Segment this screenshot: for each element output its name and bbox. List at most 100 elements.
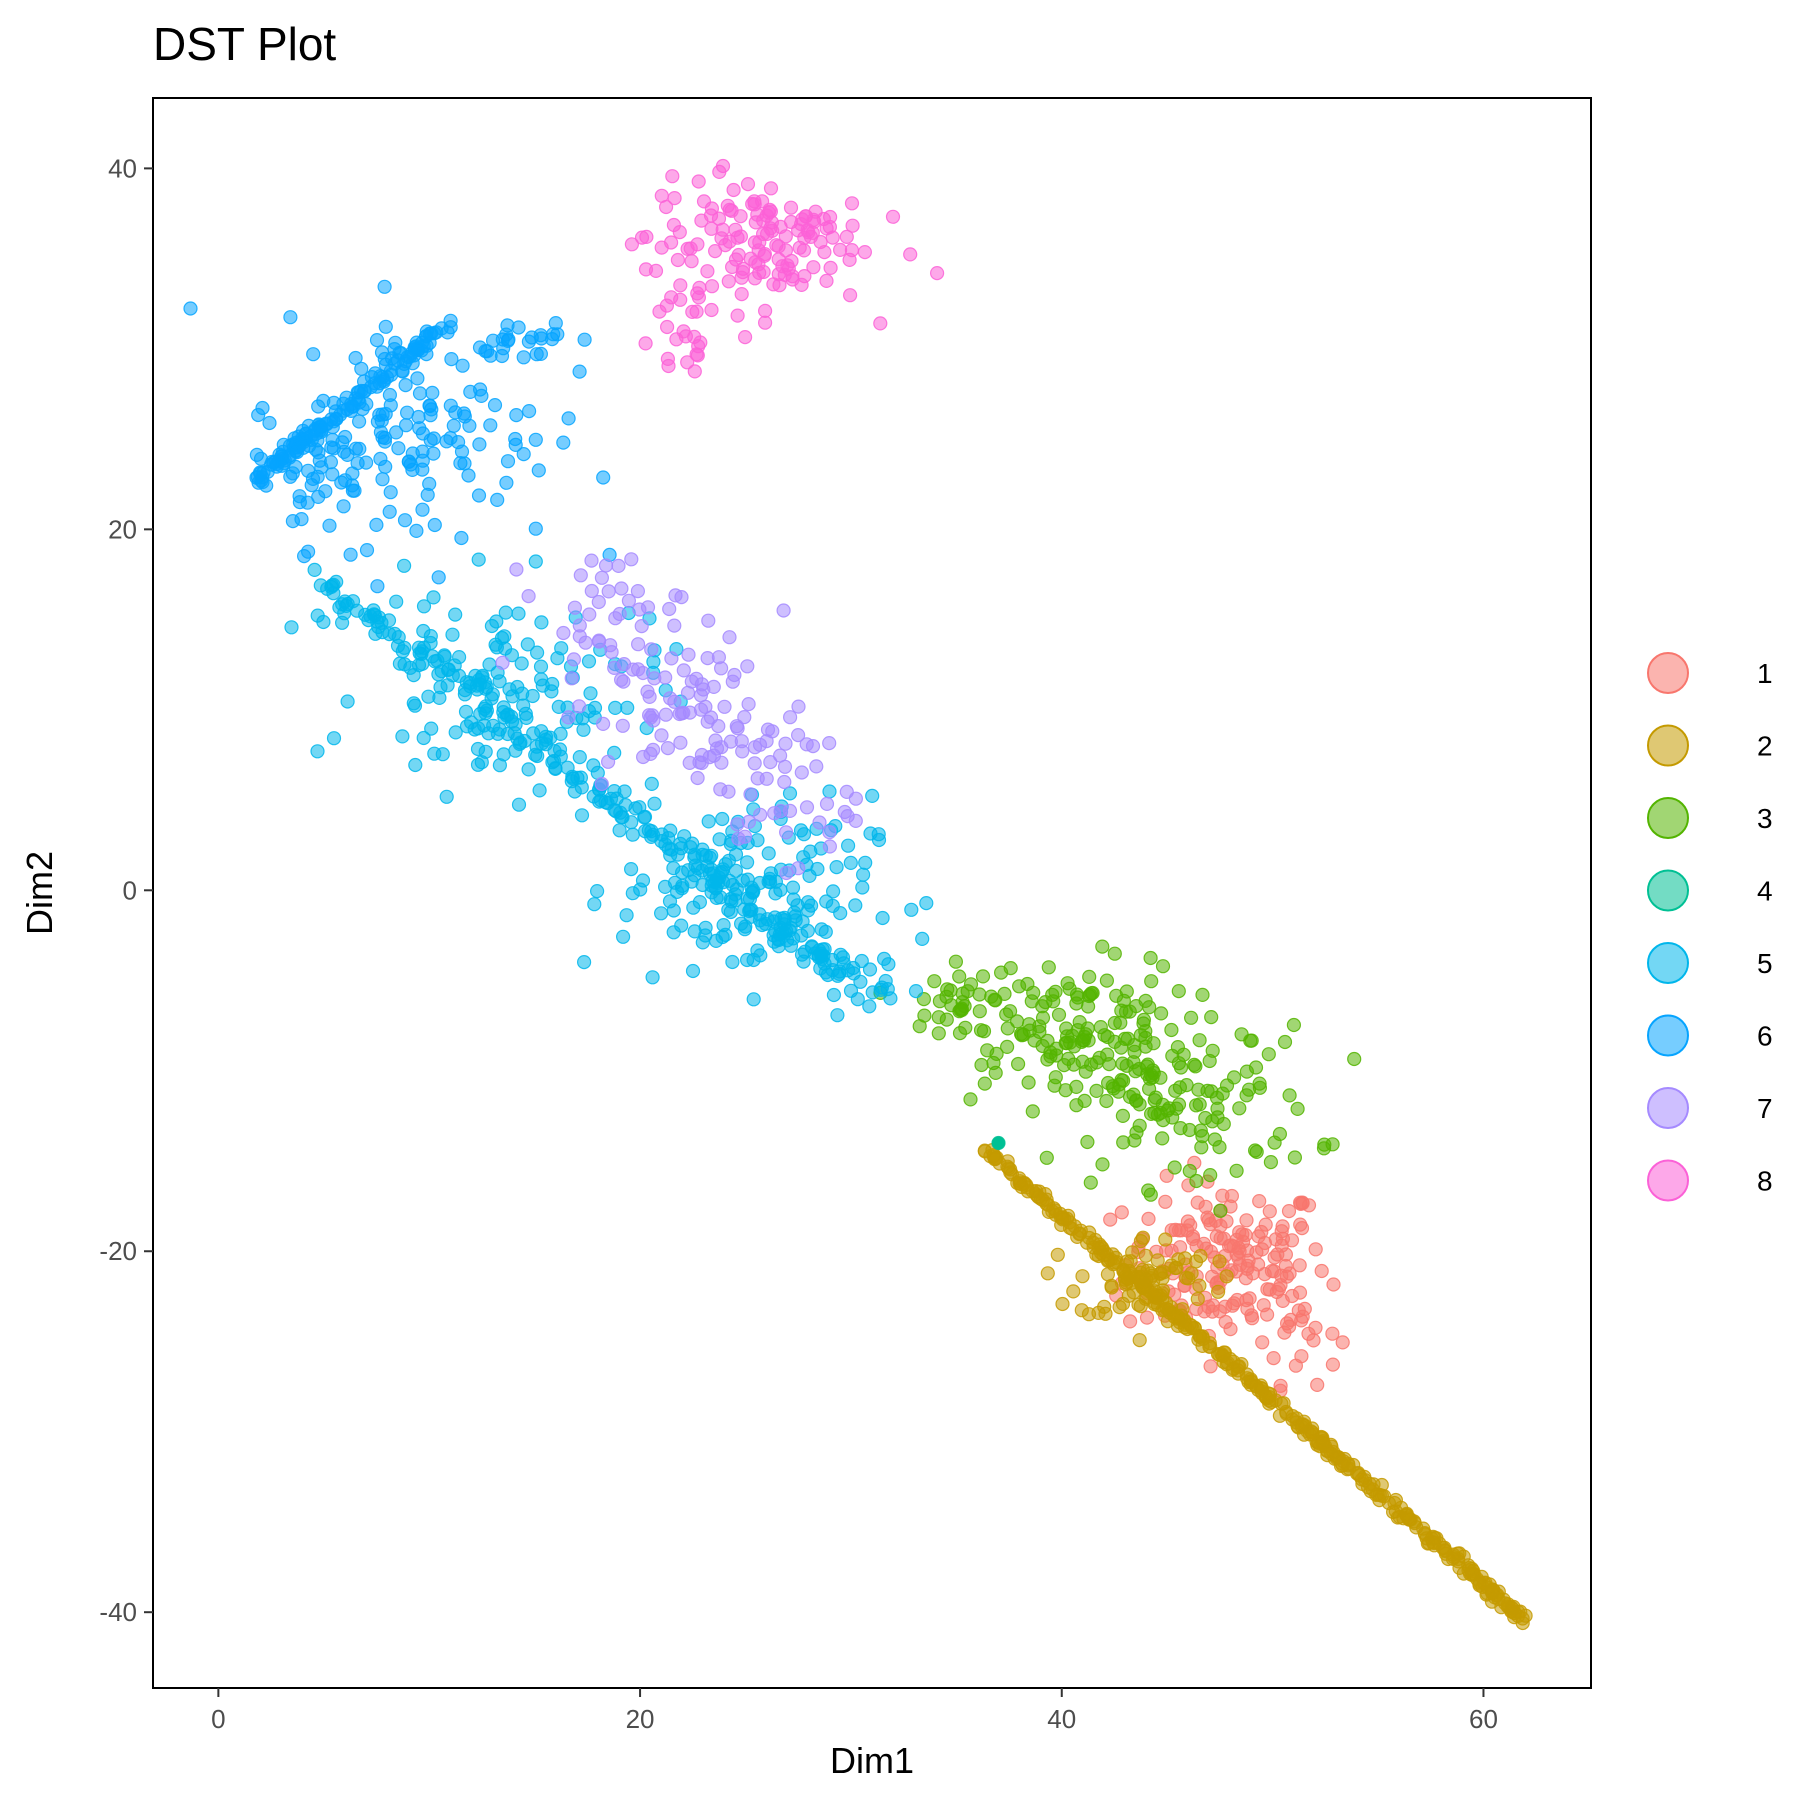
data-point — [1257, 1235, 1273, 1251]
data-point — [1171, 983, 1186, 999]
data-point — [586, 758, 601, 773]
data-point — [324, 440, 339, 455]
data-point — [842, 288, 858, 303]
data-point — [638, 336, 653, 351]
data-point — [498, 605, 513, 620]
legend-label: 6 — [1757, 1021, 1773, 1052]
data-point — [1335, 1335, 1350, 1350]
data-point — [624, 815, 639, 830]
data-point — [301, 544, 316, 559]
data-point — [1111, 1084, 1126, 1099]
data-point — [607, 783, 622, 799]
data-point — [576, 954, 592, 970]
data-point — [952, 969, 967, 984]
data-point — [1012, 1171, 1027, 1186]
data-point — [490, 492, 505, 507]
data-point — [615, 929, 631, 944]
data-point — [844, 243, 860, 258]
data-point — [414, 646, 429, 662]
data-point — [373, 451, 388, 466]
data-point — [822, 825, 837, 840]
y-tick-label: -20 — [99, 1236, 137, 1266]
data-point — [1195, 987, 1210, 1003]
data-point — [1146, 1065, 1161, 1081]
data-point — [294, 511, 309, 527]
data-point — [496, 341, 511, 356]
data-point — [581, 654, 597, 669]
data-point — [704, 279, 720, 294]
data-point — [701, 814, 716, 829]
data-point — [1504, 1604, 1519, 1619]
data-point — [619, 908, 634, 923]
data-point — [1122, 1314, 1138, 1329]
data-point — [999, 1039, 1015, 1055]
data-point — [702, 749, 717, 765]
data-point — [1038, 994, 1053, 1010]
data-point — [1112, 1299, 1127, 1315]
data-point — [612, 823, 627, 838]
data-point — [1215, 1188, 1230, 1203]
data-point — [689, 304, 704, 319]
data-point — [1341, 1458, 1356, 1473]
legend-item-4: 4 — [1647, 869, 1773, 912]
data-point — [822, 784, 837, 799]
data-point — [840, 808, 855, 824]
data-point — [740, 659, 755, 674]
data-point — [734, 270, 749, 285]
data-point — [457, 687, 472, 702]
data-point — [1212, 1254, 1227, 1269]
data-point — [794, 765, 809, 780]
data-point — [696, 194, 712, 209]
data-point — [492, 758, 507, 773]
data-point — [1055, 1296, 1070, 1312]
data-point — [566, 652, 582, 667]
data-point — [594, 776, 609, 792]
data-point — [708, 933, 724, 949]
series-3-points — [873, 939, 1362, 1218]
data-point — [667, 191, 682, 206]
data-point — [691, 174, 706, 189]
data-point — [471, 488, 487, 503]
data-point — [632, 800, 647, 815]
data-point — [1114, 1003, 1129, 1018]
data-point — [439, 434, 454, 449]
data-point — [600, 754, 616, 769]
data-point — [632, 602, 647, 617]
data-point — [881, 957, 896, 972]
data-point — [516, 447, 531, 462]
data-point — [795, 914, 810, 929]
data-point — [296, 440, 311, 455]
data-point — [1226, 1361, 1241, 1376]
data-point — [423, 635, 438, 651]
data-point — [1100, 1267, 1116, 1282]
data-point — [700, 714, 715, 729]
data-point — [857, 245, 873, 260]
data-point — [548, 760, 563, 776]
data-point — [844, 196, 860, 211]
data-point — [1216, 1116, 1231, 1132]
data-point — [654, 188, 669, 203]
data-point — [276, 437, 291, 452]
data-point — [348, 350, 363, 366]
data-point — [843, 855, 858, 871]
data-point — [763, 754, 778, 770]
data-point — [1135, 1230, 1151, 1245]
data-point — [483, 418, 498, 433]
legend-label: 1 — [1757, 658, 1773, 689]
series-5-points — [284, 552, 934, 1023]
data-point — [340, 447, 355, 462]
data-point — [446, 418, 461, 433]
data-point — [415, 426, 430, 441]
data-point — [718, 238, 733, 253]
data-point — [645, 742, 661, 758]
data-point — [753, 807, 768, 822]
data-point — [405, 462, 420, 477]
data-point — [1419, 1531, 1434, 1546]
data-point — [521, 762, 536, 777]
data-point — [1207, 1132, 1223, 1147]
data-point — [715, 811, 730, 827]
legend-item-1: 1 — [1647, 652, 1773, 694]
data-point — [653, 906, 669, 921]
data-point — [768, 886, 783, 901]
data-point — [1040, 1266, 1055, 1281]
